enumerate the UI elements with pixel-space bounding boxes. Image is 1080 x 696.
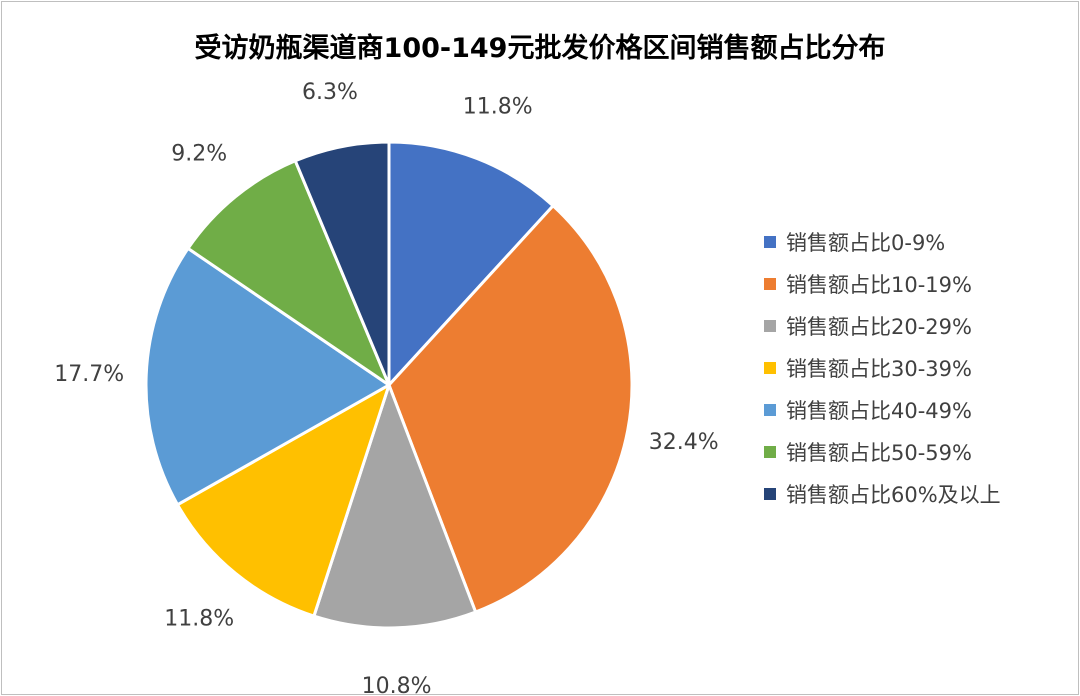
pie-data-labels: 11.8% 32.4% 10.8% 11.8% 17.7% 9.2% 6.3% <box>54 80 718 694</box>
legend-swatch-5 <box>764 446 776 458</box>
legend-swatch-0 <box>764 236 776 248</box>
pie-slice-1 <box>387 204 634 614</box>
pie-slice-6 <box>293 140 391 387</box>
pie-slices <box>144 140 634 630</box>
pie-data-label-1: 32.4% <box>649 430 719 455</box>
pie-slice-5 <box>186 159 391 387</box>
legend-label-1: 销售额占比10-19% <box>786 273 972 297</box>
legend: 销售额占比0-9% 销售额占比10-19% 销售额占比20-29% 销售额占比30-3… <box>764 231 1001 507</box>
pie-data-label-6: 6.3% <box>302 80 358 105</box>
legend-label-6: 销售额占比60%及以上 <box>786 483 1001 507</box>
legend-label-3: 销售额占比30-39% <box>786 357 972 381</box>
pie-data-label-0: 11.8% <box>463 94 533 119</box>
pie-data-label-3: 11.8% <box>164 606 234 631</box>
legend-label-2: 销售额占比20-29% <box>786 315 972 339</box>
pie-data-label-5: 9.2% <box>171 142 227 167</box>
pie-slice-2 <box>312 383 478 630</box>
pie-data-label-2: 10.8% <box>362 674 432 694</box>
pie-slice-4 <box>144 246 391 507</box>
legend-label-4: 销售额占比40-49% <box>786 399 972 423</box>
legend-swatch-6 <box>764 488 776 500</box>
legend-label-5: 销售额占比50-59% <box>786 441 972 465</box>
legend-swatch-4 <box>764 404 776 416</box>
legend-swatch-2 <box>764 320 776 332</box>
pie-slice-0 <box>387 140 555 387</box>
legend-swatch-1 <box>764 278 776 290</box>
pie-slice-3 <box>176 383 391 618</box>
pie-data-label-4: 17.7% <box>54 362 124 387</box>
legend-swatch-3 <box>764 362 776 374</box>
legend-label-0: 销售额占比0-9% <box>786 231 945 255</box>
chart-title: 受访奶瓶渠道商100-149元批发价格区间销售额占比分布 <box>194 33 886 64</box>
